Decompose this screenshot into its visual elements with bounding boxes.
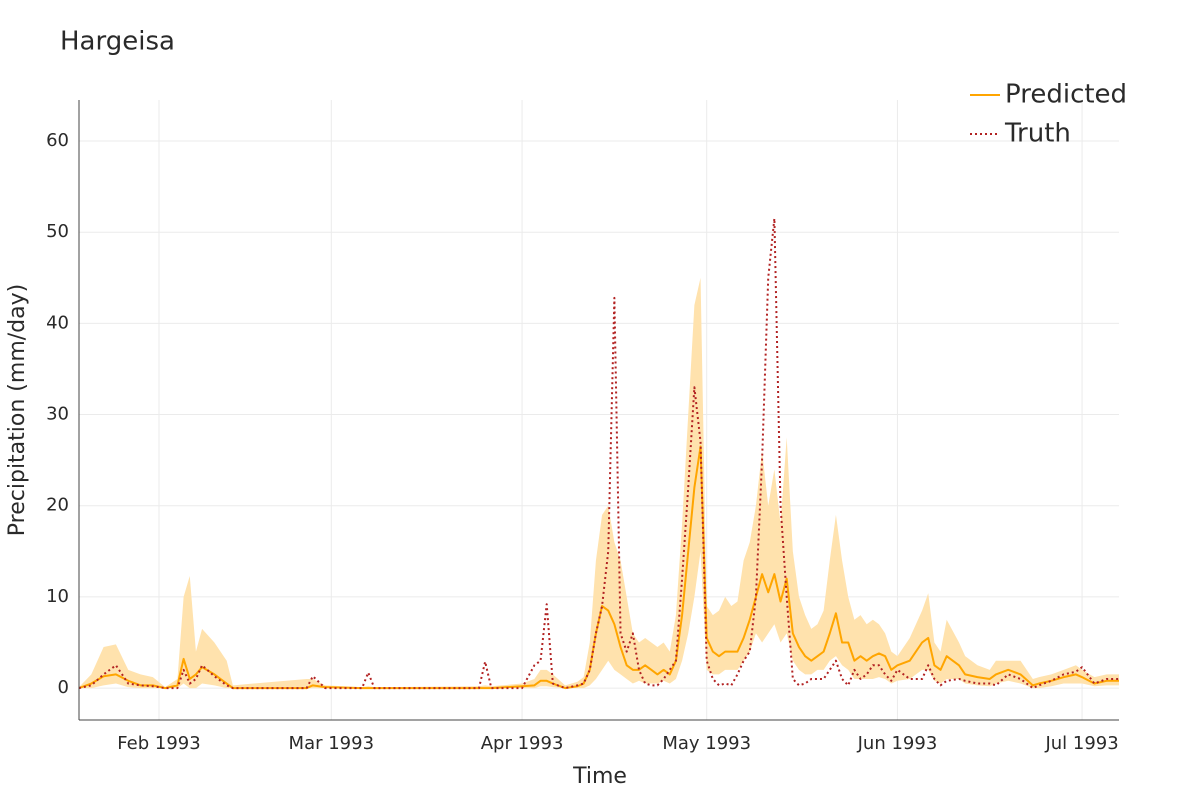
- series-line: [78, 445, 1119, 690]
- x-tick-label: Mar 1993: [289, 733, 375, 754]
- legend-label: Predicted: [1005, 80, 1127, 110]
- y-axis-title: Precipitation (mm/day): [5, 284, 30, 536]
- plot-area: [78, 217, 1119, 690]
- x-tick-label: Apr 1993: [481, 733, 564, 754]
- x-tick-label: Jul 1993: [1044, 733, 1118, 754]
- y-tick-label: 40: [46, 312, 69, 333]
- x-tick-label: Jun 1993: [857, 733, 938, 754]
- y-tick-label: 50: [46, 221, 69, 242]
- y-tick-label: 0: [58, 677, 69, 698]
- legend: Predicted Truth: [970, 80, 1127, 149]
- x-axis-title: Time: [572, 764, 627, 789]
- y-tick-label: 30: [46, 404, 69, 425]
- y-tick-label: 60: [46, 130, 69, 151]
- grid: [79, 100, 1119, 720]
- chart-title: Hargeisa: [60, 27, 175, 57]
- x-tick-label: Feb 1993: [117, 733, 200, 754]
- legend-label: Truth: [1004, 119, 1071, 149]
- y-tick-label: 20: [46, 495, 69, 516]
- y-tick-label: 10: [46, 586, 69, 607]
- x-tick-label: May 1993: [662, 733, 751, 754]
- uncertainty-band: [79, 277, 1119, 689]
- series-line: [78, 217, 1119, 690]
